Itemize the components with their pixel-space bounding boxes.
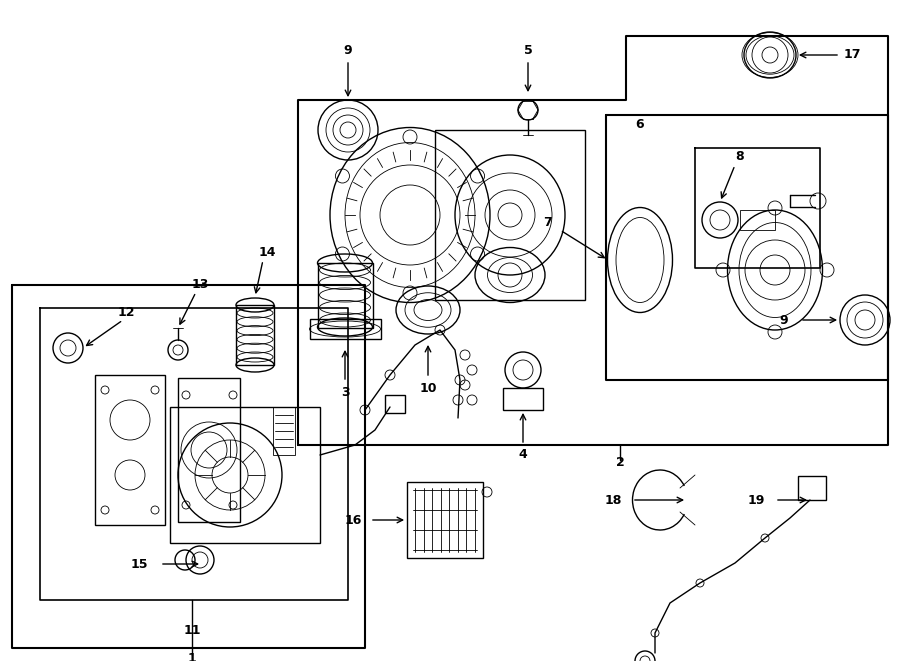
Bar (435, 130, 585, 300)
Bar (95, 375, 165, 525)
Text: 13: 13 (192, 278, 209, 290)
Text: 6: 6 (635, 118, 644, 132)
Bar (318, 263, 373, 328)
Text: 1: 1 (187, 652, 196, 661)
Text: 8: 8 (735, 151, 744, 163)
Text: 7: 7 (544, 215, 552, 229)
Bar (236, 305, 274, 365)
Text: 14: 14 (258, 245, 275, 258)
Text: 18: 18 (605, 494, 622, 506)
Text: 9: 9 (344, 44, 352, 56)
Text: 15: 15 (130, 557, 148, 570)
Text: 19: 19 (748, 494, 765, 506)
Bar (503, 388, 543, 410)
Bar (385, 395, 405, 413)
Text: 17: 17 (843, 48, 860, 61)
Text: 2: 2 (616, 457, 625, 469)
Bar (170, 407, 320, 543)
Bar (273, 407, 295, 455)
Text: 11: 11 (184, 623, 201, 637)
Text: 4: 4 (518, 449, 527, 461)
Text: 12: 12 (117, 305, 135, 319)
Text: 5: 5 (524, 44, 533, 56)
Bar (310, 319, 381, 339)
Bar (798, 476, 826, 500)
Bar (178, 378, 240, 522)
Text: 3: 3 (341, 385, 349, 399)
Text: 10: 10 (419, 381, 436, 395)
Bar (407, 482, 483, 558)
Bar (740, 210, 775, 230)
Text: 16: 16 (345, 514, 362, 527)
Text: 9: 9 (779, 313, 788, 327)
